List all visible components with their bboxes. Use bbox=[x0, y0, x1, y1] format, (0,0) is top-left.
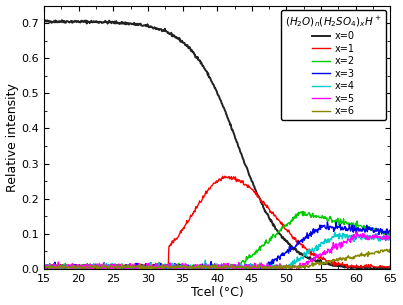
x=0 bbox=[246, 171, 251, 175]
x=1 bbox=[303, 246, 308, 249]
x=3 bbox=[325, 220, 330, 224]
x=3 bbox=[104, 266, 108, 269]
Line: x=6: x=6 bbox=[44, 249, 391, 269]
x=6 bbox=[246, 267, 251, 271]
Line: x=2: x=2 bbox=[44, 211, 391, 269]
x=6 bbox=[388, 247, 393, 251]
x=2 bbox=[199, 265, 204, 268]
Line: x=4: x=4 bbox=[44, 233, 391, 269]
x=0 bbox=[131, 23, 136, 26]
x=0 bbox=[199, 61, 204, 64]
x=1 bbox=[246, 185, 251, 189]
x=4 bbox=[199, 266, 204, 270]
x=3 bbox=[199, 266, 204, 270]
x=3 bbox=[131, 265, 136, 269]
x=5 bbox=[131, 265, 135, 269]
x=6 bbox=[42, 266, 46, 269]
x=6 bbox=[131, 266, 136, 270]
Y-axis label: Relative intensity: Relative intensity bbox=[6, 83, 19, 192]
x=2 bbox=[388, 231, 393, 235]
x=2 bbox=[274, 233, 278, 237]
x=2 bbox=[246, 256, 251, 260]
x=1 bbox=[222, 174, 227, 178]
x=0 bbox=[388, 266, 393, 270]
x=0 bbox=[274, 227, 278, 231]
Line: x=3: x=3 bbox=[44, 222, 391, 269]
x=2 bbox=[303, 213, 308, 216]
x=2 bbox=[131, 267, 136, 271]
Legend: x=0, x=1, x=2, x=3, x=4, x=5, x=6: x=0, x=1, x=2, x=3, x=4, x=5, x=6 bbox=[281, 10, 386, 120]
x=1 bbox=[131, 264, 135, 267]
x=5 bbox=[42, 267, 46, 271]
x=2 bbox=[47, 267, 52, 271]
x=5 bbox=[302, 262, 307, 265]
x=4 bbox=[54, 267, 59, 271]
x=5 bbox=[198, 264, 203, 268]
Line: x=1: x=1 bbox=[44, 176, 391, 267]
x=5 bbox=[388, 239, 393, 242]
x=3 bbox=[388, 228, 393, 232]
x=4 bbox=[131, 267, 136, 270]
X-axis label: Tcel (°C): Tcel (°C) bbox=[191, 286, 243, 300]
x=6 bbox=[303, 265, 308, 269]
x=0 bbox=[303, 255, 308, 259]
x=1 bbox=[42, 264, 46, 267]
x=0 bbox=[42, 19, 46, 23]
x=4 bbox=[104, 263, 108, 266]
x=6 bbox=[104, 267, 108, 271]
x=3 bbox=[303, 235, 308, 239]
x=1 bbox=[103, 264, 108, 267]
x=2 bbox=[104, 267, 108, 270]
x=6 bbox=[274, 266, 278, 269]
x=3 bbox=[42, 267, 47, 271]
x=3 bbox=[246, 265, 251, 269]
x=5 bbox=[103, 267, 108, 271]
x=5 bbox=[273, 267, 278, 271]
x=5 bbox=[246, 264, 251, 267]
x=4 bbox=[42, 267, 46, 270]
x=4 bbox=[388, 233, 393, 237]
x=4 bbox=[274, 267, 278, 271]
Line: x=0: x=0 bbox=[44, 20, 391, 269]
x=4 bbox=[246, 267, 251, 271]
x=4 bbox=[303, 253, 308, 256]
x=2 bbox=[42, 265, 46, 269]
x=0 bbox=[356, 267, 361, 271]
x=6 bbox=[80, 267, 85, 271]
x=6 bbox=[199, 264, 204, 268]
x=2 bbox=[301, 210, 305, 213]
x=3 bbox=[42, 266, 46, 269]
x=3 bbox=[274, 257, 278, 261]
x=5 bbox=[355, 230, 359, 234]
x=1 bbox=[274, 215, 278, 218]
Line: x=5: x=5 bbox=[44, 232, 391, 269]
x=4 bbox=[332, 231, 337, 235]
x=0 bbox=[104, 20, 108, 24]
x=1 bbox=[198, 200, 203, 204]
x=1 bbox=[344, 265, 349, 269]
x=0 bbox=[60, 18, 64, 22]
x=1 bbox=[388, 264, 393, 267]
